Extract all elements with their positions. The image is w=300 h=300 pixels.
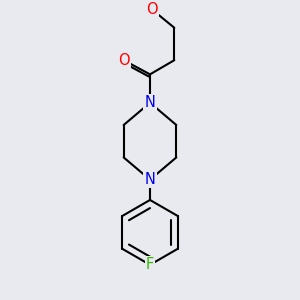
Text: F: F xyxy=(146,257,154,272)
Text: O: O xyxy=(118,53,130,68)
Text: N: N xyxy=(145,172,155,187)
Text: N: N xyxy=(145,95,155,110)
Text: O: O xyxy=(146,2,158,17)
